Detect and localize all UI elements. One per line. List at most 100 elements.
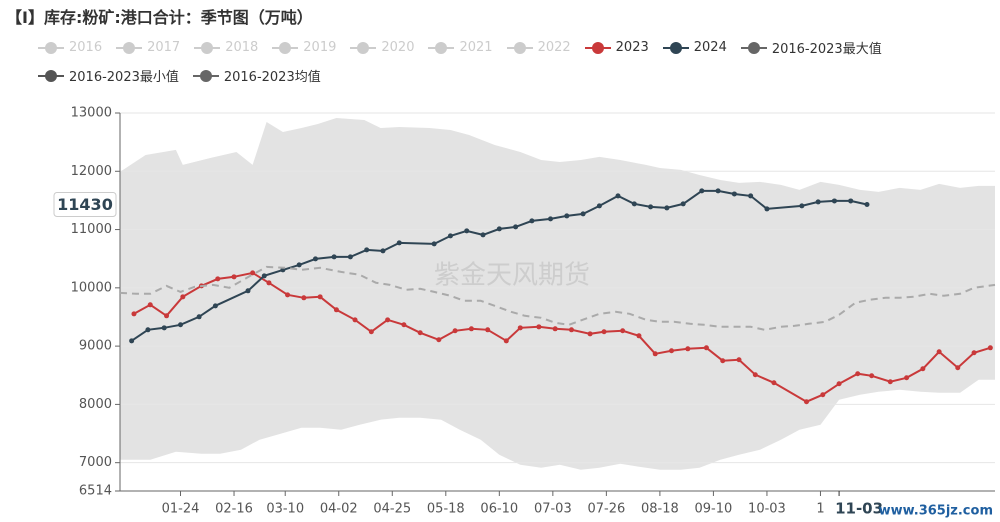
legend-icon-dot — [279, 41, 292, 54]
data-point — [855, 371, 861, 377]
x-tick-label: 09-10 — [695, 502, 733, 517]
data-point — [596, 203, 602, 209]
legend-icon — [194, 41, 221, 54]
legend-icon — [192, 69, 219, 82]
data-point — [147, 302, 153, 308]
data-point — [529, 218, 535, 224]
data-point — [552, 326, 558, 332]
x-tick-label: 04-25 — [373, 502, 411, 517]
legend-label: 2016-2023均值 — [223, 70, 321, 85]
data-point — [887, 379, 893, 385]
y-tick-label: 6514 — [79, 484, 112, 499]
data-point — [333, 307, 339, 313]
legend-item[interactable]: 2016-2023最小值 — [38, 66, 179, 85]
legend-item[interactable]: 2022 — [506, 38, 571, 57]
data-point — [699, 188, 705, 194]
data-point — [250, 270, 256, 276]
series-line — [131, 189, 868, 342]
legend-icon-dot — [45, 69, 57, 82]
data-point — [587, 331, 593, 337]
data-point — [285, 292, 291, 298]
data-point — [401, 322, 407, 328]
data-point — [503, 338, 509, 344]
data-point — [615, 193, 621, 199]
data-point — [331, 254, 337, 260]
legend-label: 2024 — [693, 40, 727, 55]
x-tick-label: 08-18 — [641, 502, 679, 517]
data-point — [317, 294, 323, 300]
data-point — [164, 313, 170, 319]
data-point — [447, 233, 453, 239]
legend-item[interactable]: 2017 — [116, 38, 180, 57]
legend-icon-dot — [513, 41, 526, 54]
y-tick-label: 11000 — [71, 222, 112, 237]
x-pointer-label: 11-03 — [835, 500, 883, 518]
legend-item[interactable]: 2020 — [350, 38, 414, 57]
data-point — [352, 317, 358, 323]
y-tick-label: 9000 — [79, 339, 112, 354]
y-tick-label: 8000 — [79, 397, 112, 412]
y-tick-label: 7000 — [79, 455, 112, 470]
legend: 2016 2017 2018 2019 2020 2021 2022 2023 2024 2016… — [38, 38, 988, 85]
data-point — [517, 325, 523, 331]
data-point — [261, 273, 267, 279]
legend-item[interactable]: 2021 — [428, 38, 493, 57]
x-tick-label: 10-03 — [748, 502, 786, 517]
data-point — [231, 274, 237, 280]
legend-icon — [740, 41, 767, 54]
data-point — [161, 325, 167, 331]
legend-item[interactable]: 2016-2023最大值 — [740, 38, 882, 57]
data-point — [347, 254, 353, 260]
legend-label: 2021 — [459, 40, 493, 55]
data-point — [485, 327, 491, 333]
legend-icon — [584, 41, 611, 54]
x-tick-label: 07-03 — [534, 502, 572, 517]
legend-icon-dot — [591, 41, 604, 54]
data-point — [417, 330, 423, 336]
chart-title: 【I】库存:粉矿:港口合计：季节图（万吨） — [6, 8, 313, 27]
legend-item[interactable]: 2023 — [584, 38, 649, 57]
legend-icon — [428, 41, 455, 54]
data-point — [513, 224, 519, 230]
data-point — [380, 248, 386, 254]
data-point — [799, 203, 805, 209]
y-tick-label: 13000 — [71, 106, 112, 121]
data-point — [703, 345, 709, 351]
data-point — [564, 213, 570, 219]
data-point — [536, 324, 542, 330]
data-point — [180, 294, 186, 300]
data-point — [548, 216, 554, 222]
data-point — [131, 311, 137, 317]
legend-item[interactable]: 2016 — [38, 38, 102, 57]
x-tick-label: 03-10 — [266, 502, 304, 517]
data-point — [436, 337, 442, 343]
data-point — [580, 211, 586, 217]
data-point — [178, 322, 184, 328]
x-tick-label: 02-16 — [215, 502, 253, 517]
data-point — [715, 188, 721, 194]
data-point — [301, 295, 307, 301]
data-point — [869, 373, 875, 379]
x-tick-label: 04-02 — [320, 502, 358, 517]
data-point — [266, 280, 272, 286]
data-point — [752, 372, 758, 378]
data-point — [636, 333, 642, 339]
data-point — [652, 351, 658, 357]
legend-item[interactable]: 2018 — [194, 38, 258, 57]
legend-icon — [116, 41, 143, 54]
data-point — [385, 317, 391, 323]
data-point — [129, 338, 135, 344]
legend-label: 2016 — [69, 40, 103, 55]
data-point — [620, 328, 626, 334]
legend-item[interactable]: 2019 — [272, 38, 336, 57]
legend-item[interactable]: 2024 — [662, 38, 727, 57]
band-area — [120, 118, 995, 491]
data-point — [631, 201, 637, 207]
legend-icon-dot — [45, 41, 57, 54]
legend-icon-dot — [201, 41, 214, 54]
data-point — [764, 206, 770, 212]
x-tick-label: 07-26 — [587, 502, 625, 517]
legend-item[interactable]: 2016-2023均值 — [192, 66, 321, 85]
